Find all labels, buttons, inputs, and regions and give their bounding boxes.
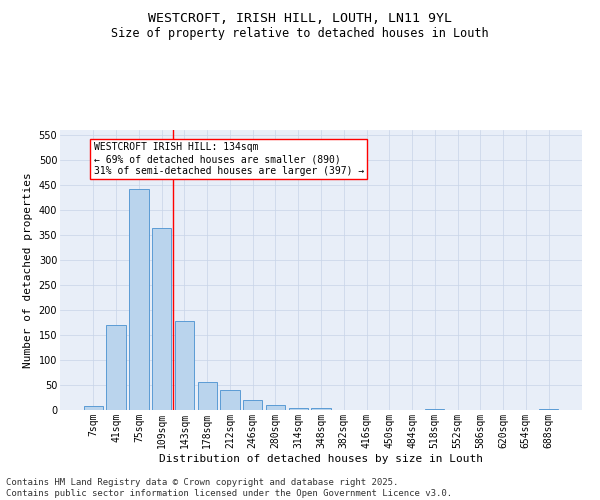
Text: WESTCROFT IRISH HILL: 134sqm
← 69% of detached houses are smaller (890)
31% of s: WESTCROFT IRISH HILL: 134sqm ← 69% of de… — [94, 142, 364, 176]
X-axis label: Distribution of detached houses by size in Louth: Distribution of detached houses by size … — [159, 454, 483, 464]
Y-axis label: Number of detached properties: Number of detached properties — [23, 172, 33, 368]
Bar — [311, 408, 331, 410]
Bar — [243, 400, 262, 410]
Bar — [289, 408, 308, 410]
Bar — [539, 408, 558, 410]
Bar — [220, 390, 239, 410]
Bar — [197, 382, 217, 410]
Bar — [129, 188, 149, 410]
Text: Size of property relative to detached houses in Louth: Size of property relative to detached ho… — [111, 28, 489, 40]
Text: WESTCROFT, IRISH HILL, LOUTH, LN11 9YL: WESTCROFT, IRISH HILL, LOUTH, LN11 9YL — [148, 12, 452, 26]
Text: Contains HM Land Registry data © Crown copyright and database right 2025.
Contai: Contains HM Land Registry data © Crown c… — [6, 478, 452, 498]
Bar — [175, 321, 194, 410]
Bar — [106, 325, 126, 410]
Bar — [266, 405, 285, 410]
Bar — [84, 406, 103, 410]
Bar — [425, 408, 445, 410]
Bar — [152, 228, 172, 410]
